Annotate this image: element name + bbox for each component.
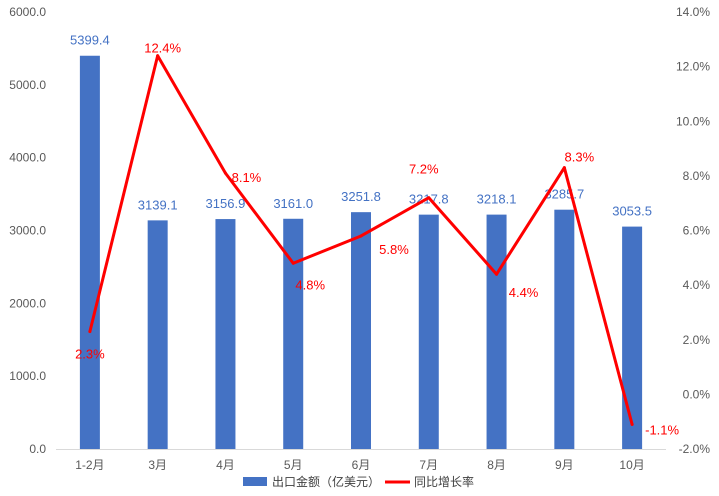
bar-label-10月: 3053.5: [612, 204, 652, 219]
line-point-5月: [291, 261, 295, 265]
legend-swatch-bar: [243, 477, 267, 486]
bar-label-8月: 3218.1: [477, 192, 517, 207]
left-tick-label: 5000.0: [9, 78, 46, 92]
line-point-8月: [495, 272, 499, 276]
x-tick-label: 8月: [487, 458, 506, 472]
bar-3月: [147, 220, 168, 449]
bar-label-4月: 3156.9: [206, 196, 246, 211]
right-tick-label: -2.0%: [679, 442, 711, 456]
line-label-9月: 8.3%: [565, 150, 595, 165]
line-point-9月: [562, 166, 566, 170]
x-axis-ticks: 1-2月 3月 4月 5月 6月 7月 8月 9月 10月: [75, 458, 645, 472]
bar-10月: [622, 226, 643, 449]
right-tick-label: 6.0%: [683, 224, 711, 238]
bar-label-3月: 3139.1: [138, 197, 178, 212]
bar-7月: [418, 214, 439, 449]
line-data-labels: 2.3% 12.4% 8.1% 4.8% 5.8% 7.2% 4.4% 8.3% -1.1%: [75, 41, 679, 438]
right-tick-label: 0.0%: [683, 387, 711, 401]
x-tick-label: 7月: [419, 458, 438, 472]
bar-label-9月: 3285.7: [544, 187, 584, 202]
left-axis-ticks: 0.0 1000.0 2000.0 3000.0 4000.0 5000.0 6000.0: [9, 5, 46, 456]
legend-label-line: 同比增长率: [414, 474, 474, 489]
left-tick-label: 4000.0: [9, 151, 46, 165]
bar-label-1-2月: 5399.4: [70, 33, 110, 48]
line-label-8月: 4.4%: [509, 285, 539, 300]
left-tick-label: 2000.0: [9, 296, 46, 310]
right-tick-label: 12.0%: [676, 60, 710, 74]
bar-1-2月: [79, 55, 100, 449]
line-label-1-2月: 2.3%: [75, 347, 105, 362]
right-tick-label: 8.0%: [683, 169, 711, 183]
line-point-10月: [630, 422, 634, 426]
bar-6月: [351, 212, 371, 449]
x-tick-label: 5月: [284, 458, 303, 472]
right-tick-label: 14.0%: [676, 5, 710, 19]
bar-label-5月: 3161.0: [273, 196, 313, 211]
x-tick-label: 3月: [148, 458, 167, 472]
line-label-7月: 7.2%: [409, 162, 439, 177]
right-tick-label: 2.0%: [683, 333, 711, 347]
left-tick-label: 0.0: [29, 442, 46, 456]
left-tick-label: 6000.0: [9, 5, 46, 19]
line-point-1-2月: [88, 330, 92, 334]
line-point-3月: [156, 54, 160, 58]
x-tick-label: 10月: [619, 458, 644, 472]
line-label-3月: 12.4%: [144, 41, 181, 56]
bar-series: [79, 55, 643, 449]
line-label-4月: 8.1%: [232, 170, 262, 185]
line-label-5月: 4.8%: [295, 277, 325, 292]
line-point-4月: [223, 171, 227, 175]
x-tick-label: 9月: [555, 458, 574, 472]
line-point-7月: [427, 196, 431, 200]
x-tick-label: 1-2月: [75, 458, 104, 472]
legend-label-bar: 出口金额（亿美元）: [272, 474, 380, 489]
legend: 出口金额（亿美元） 同比增长率: [243, 474, 474, 489]
right-tick-label: 4.0%: [683, 278, 711, 292]
x-tick-label: 6月: [352, 458, 371, 472]
bar-5月: [283, 218, 304, 449]
left-tick-label: 3000.0: [9, 224, 46, 238]
line-point-6月: [359, 234, 363, 238]
left-tick-label: 1000.0: [9, 369, 46, 383]
x-tick-label: 4月: [216, 458, 235, 472]
right-axis-ticks: -2.0% 0.0% 2.0% 4.0% 6.0% 8.0% 10.0% 12.0% 14.0%: [676, 5, 710, 456]
line-series: [88, 54, 634, 426]
bar-8月: [486, 214, 507, 449]
bar-label-6月: 3251.8: [341, 189, 381, 204]
bar-4月: [215, 219, 236, 449]
line-label-6月: 5.8%: [379, 242, 409, 257]
right-tick-label: 10.0%: [676, 114, 710, 128]
line-label-10月: -1.1%: [645, 422, 679, 437]
bar-9月: [554, 209, 575, 449]
